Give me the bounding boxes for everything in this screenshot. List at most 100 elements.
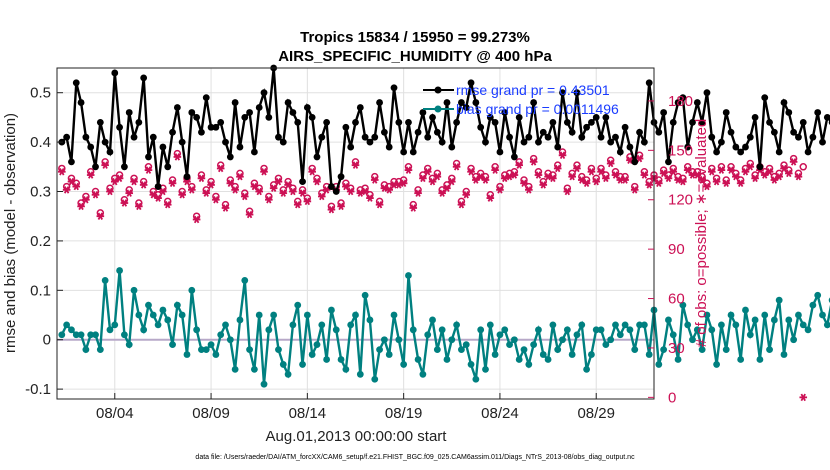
obs-evaluated-stroke <box>309 168 315 176</box>
obs-evaluated-stroke <box>733 172 739 181</box>
obs-evaluated-stroke <box>800 393 806 402</box>
bias-point <box>313 341 321 349</box>
obs-evaluated-point <box>274 177 283 186</box>
obs-evaluated-stroke <box>107 187 113 196</box>
obs-evaluated-point <box>640 171 649 179</box>
bias-point <box>337 356 345 363</box>
rmse-point <box>294 118 302 126</box>
obs-evaluated-point <box>370 176 379 184</box>
bias-point <box>92 331 99 339</box>
obs-evaluated-point <box>515 161 523 169</box>
obs-evaluated-point <box>135 202 143 211</box>
y-right-tick-label: 0 <box>668 389 676 406</box>
obs-evaluated-point <box>703 182 711 191</box>
obs-evaluated-point <box>717 166 726 174</box>
obs-evaluated-stroke <box>689 171 696 179</box>
obs-count-markers <box>58 148 808 402</box>
rmse-point <box>222 138 229 146</box>
bias-point <box>246 346 253 353</box>
bias-point <box>130 286 138 294</box>
obs-evaluated-point <box>496 186 504 194</box>
rmse-point <box>400 148 408 156</box>
obs-evaluated-stroke <box>323 186 330 194</box>
bias-point <box>568 351 576 358</box>
bias-point <box>222 321 229 329</box>
obs-evaluated-stroke <box>555 164 561 173</box>
rmse-point <box>409 148 417 156</box>
obs-evaluated-stroke <box>270 184 277 192</box>
obs-evaluated-point <box>317 192 326 201</box>
rmse-point <box>462 104 470 111</box>
obs-evaluated-stroke <box>425 168 431 176</box>
bias-point <box>640 321 648 329</box>
obs-evaluated-point <box>746 163 755 171</box>
bias-point <box>520 346 528 353</box>
obs-evaluated-point <box>245 210 254 219</box>
obs-evaluated-stroke <box>790 158 797 166</box>
rmse-point <box>458 99 465 106</box>
rmse-point <box>313 153 321 161</box>
rmse-point <box>544 133 552 141</box>
bias-point <box>265 326 273 334</box>
obs-evaluated-stroke <box>439 189 445 197</box>
rmse-point <box>121 163 128 171</box>
rmse-point <box>255 104 263 111</box>
rmse-point <box>588 118 595 126</box>
bias-point <box>361 291 369 299</box>
chart-title-line1: Tropics 15834 / 15950 = 99.273% <box>300 29 530 46</box>
bias-point <box>193 326 201 334</box>
obs-evaluated-point <box>409 204 418 212</box>
bias-point <box>289 321 297 329</box>
obs-evaluated-point <box>168 179 177 188</box>
rmse-point <box>96 118 104 126</box>
obs-evaluated-stroke <box>59 168 65 176</box>
rmse-point <box>92 163 99 171</box>
bias-point <box>198 346 205 353</box>
obs-evaluated-stroke <box>458 200 465 209</box>
obs-evaluated-stroke <box>256 187 262 196</box>
rmse-point <box>674 99 682 106</box>
bias-point <box>125 341 133 349</box>
obs-evaluated-stroke <box>246 210 253 219</box>
obs-evaluated-stroke <box>295 200 301 209</box>
rmse-point <box>173 104 181 111</box>
obs-evaluated-point <box>683 166 692 174</box>
bias-point <box>737 356 745 363</box>
obs-evaluated-point <box>553 164 562 173</box>
rmse-point <box>770 128 778 136</box>
obs-evaluated-point <box>327 205 336 214</box>
obs-evaluated-stroke <box>304 197 311 206</box>
bias-point <box>82 346 90 353</box>
obs-evaluated-point <box>322 186 331 194</box>
obs-evaluated-stroke <box>193 215 200 224</box>
obs-evaluated-point <box>472 176 480 184</box>
bias-point <box>96 346 104 353</box>
rmse-point <box>328 183 335 190</box>
y-left-tick-label: 0.5 <box>30 85 51 102</box>
obs-evaluated-point <box>404 166 413 174</box>
rmse-point <box>429 114 436 121</box>
obs-evaluated-stroke <box>704 182 710 191</box>
rmse-point <box>799 118 807 126</box>
obs-evaluated-stroke <box>251 182 258 191</box>
rmse-point <box>621 123 629 131</box>
obs-evaluated-point <box>159 187 167 196</box>
obs-evaluated-point <box>770 176 779 184</box>
obs-evaluated-stroke <box>622 176 628 184</box>
bias-point <box>424 331 432 339</box>
obs-evaluated-point <box>361 187 369 196</box>
bias-point <box>284 370 292 378</box>
obs-evaluated-stroke <box>237 172 243 181</box>
rmse-point <box>299 178 306 186</box>
bias-point <box>188 286 196 294</box>
bias-point <box>775 296 783 304</box>
bias-point <box>684 321 692 329</box>
obs-evaluated-point <box>120 199 129 207</box>
obs-evaluated-stroke <box>352 161 359 169</box>
obs-evaluated-point <box>337 202 345 211</box>
obs-evaluated-point <box>240 192 249 201</box>
obs-evaluated-stroke <box>314 177 320 186</box>
bias-point <box>655 361 663 368</box>
obs-evaluated-point <box>188 186 196 194</box>
rmse-point <box>318 133 326 141</box>
